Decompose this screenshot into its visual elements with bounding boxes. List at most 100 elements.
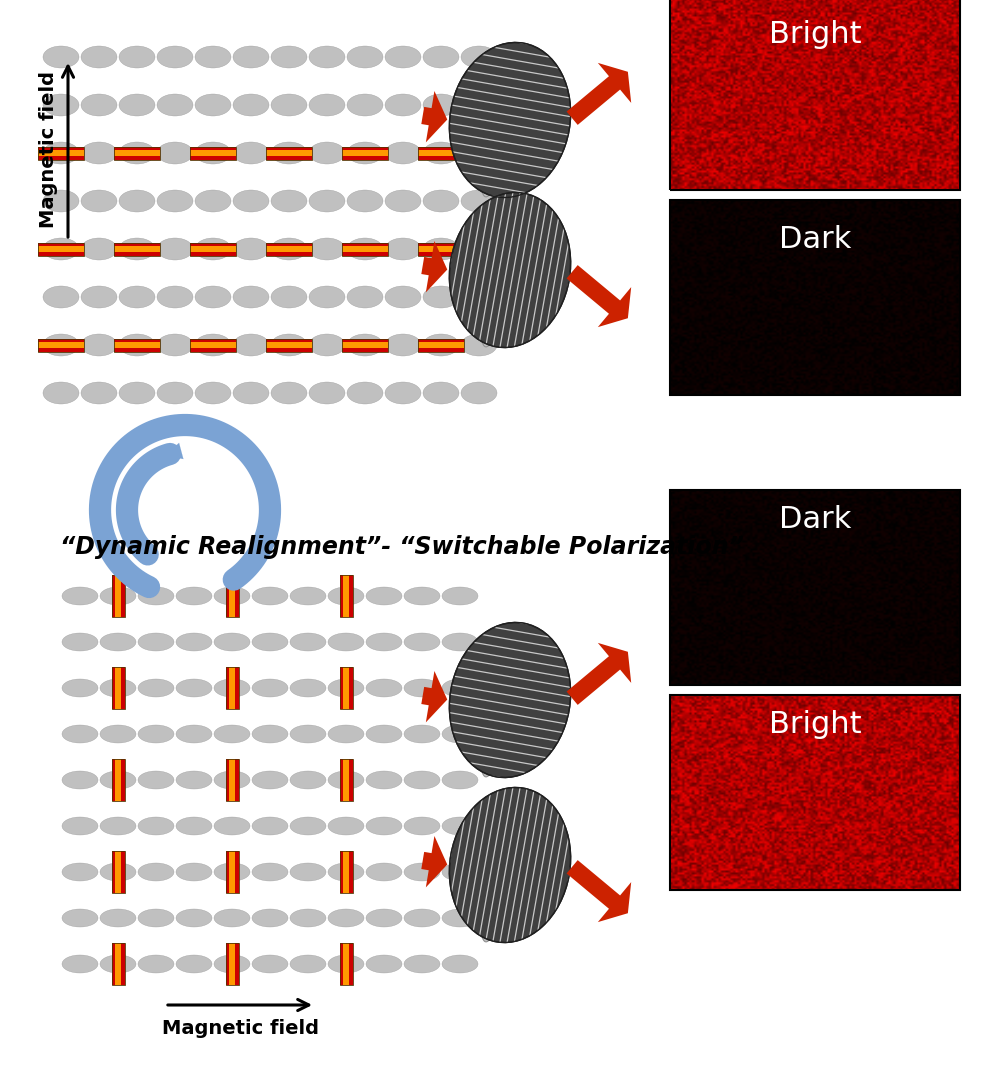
Ellipse shape	[233, 94, 269, 116]
Ellipse shape	[81, 238, 117, 260]
Ellipse shape	[81, 190, 117, 212]
Bar	[190, 338, 236, 342]
Bar	[349, 575, 353, 617]
Ellipse shape	[366, 863, 402, 881]
Bar	[342, 243, 388, 256]
Ellipse shape	[366, 633, 402, 651]
Ellipse shape	[366, 816, 402, 835]
Bar	[38, 338, 84, 351]
Ellipse shape	[271, 382, 307, 404]
Ellipse shape	[461, 334, 497, 356]
Ellipse shape	[423, 94, 459, 116]
Ellipse shape	[138, 679, 174, 697]
Ellipse shape	[62, 725, 98, 743]
Ellipse shape	[423, 286, 459, 308]
Bar	[114, 243, 160, 256]
Ellipse shape	[195, 238, 231, 260]
Bar	[190, 147, 236, 160]
Bar	[121, 851, 124, 893]
Ellipse shape	[442, 679, 478, 697]
Bar	[670, 490, 960, 685]
Ellipse shape	[271, 334, 307, 356]
Bar	[112, 851, 124, 893]
Ellipse shape	[176, 588, 212, 605]
Bar	[114, 348, 160, 351]
Text: Dark: Dark	[779, 225, 852, 254]
Ellipse shape	[43, 141, 79, 164]
Bar	[340, 667, 353, 708]
Ellipse shape	[157, 94, 193, 116]
Bar	[418, 252, 464, 256]
Ellipse shape	[81, 94, 117, 116]
Ellipse shape	[442, 771, 478, 789]
Bar	[340, 943, 343, 985]
Bar	[225, 667, 238, 708]
Ellipse shape	[423, 382, 459, 404]
Ellipse shape	[309, 382, 345, 404]
Bar	[340, 759, 353, 801]
Bar	[418, 348, 464, 351]
Ellipse shape	[100, 588, 136, 605]
Bar	[342, 252, 388, 256]
Ellipse shape	[309, 334, 345, 356]
Bar	[418, 338, 464, 342]
Bar	[340, 667, 343, 708]
Bar	[114, 147, 160, 150]
Bar	[114, 338, 160, 342]
Bar	[38, 147, 84, 160]
Ellipse shape	[195, 94, 231, 116]
Bar	[342, 338, 388, 351]
Ellipse shape	[442, 633, 478, 651]
Ellipse shape	[480, 193, 518, 347]
Ellipse shape	[214, 633, 250, 651]
Bar	[112, 851, 124, 893]
Ellipse shape	[81, 382, 117, 404]
Bar	[340, 575, 353, 617]
Ellipse shape	[404, 588, 440, 605]
Ellipse shape	[347, 46, 383, 68]
Bar	[670, 0, 960, 190]
Bar	[225, 575, 229, 617]
Ellipse shape	[233, 141, 269, 164]
Bar	[121, 667, 124, 708]
Ellipse shape	[271, 190, 307, 212]
Ellipse shape	[119, 46, 155, 68]
Text: Magnetic field: Magnetic field	[39, 71, 57, 229]
Bar	[266, 243, 312, 256]
Bar	[418, 147, 464, 160]
Bar	[225, 943, 229, 985]
Ellipse shape	[442, 909, 478, 927]
Bar	[225, 851, 238, 893]
Bar	[225, 667, 229, 708]
Ellipse shape	[195, 141, 231, 164]
Ellipse shape	[62, 633, 98, 651]
Bar	[340, 851, 353, 893]
Ellipse shape	[347, 238, 383, 260]
Bar	[112, 759, 116, 801]
Bar	[190, 243, 236, 246]
Ellipse shape	[119, 94, 155, 116]
Bar	[235, 943, 238, 985]
Bar	[38, 338, 84, 342]
Bar	[112, 667, 124, 708]
Bar	[349, 851, 353, 893]
Ellipse shape	[309, 94, 345, 116]
Bar	[266, 348, 312, 351]
Ellipse shape	[404, 909, 440, 927]
Bar	[190, 156, 236, 160]
Bar	[342, 243, 388, 246]
Bar	[114, 147, 160, 160]
Bar	[112, 575, 124, 617]
Ellipse shape	[100, 771, 136, 789]
Text: Magnetic field: Magnetic field	[161, 1018, 318, 1038]
Ellipse shape	[43, 382, 79, 404]
Bar	[114, 252, 160, 256]
Ellipse shape	[252, 633, 288, 651]
Bar	[340, 943, 353, 985]
Ellipse shape	[423, 46, 459, 68]
Ellipse shape	[62, 588, 98, 605]
Bar	[225, 667, 238, 708]
Ellipse shape	[81, 141, 117, 164]
Bar	[266, 252, 312, 256]
Ellipse shape	[43, 190, 79, 212]
